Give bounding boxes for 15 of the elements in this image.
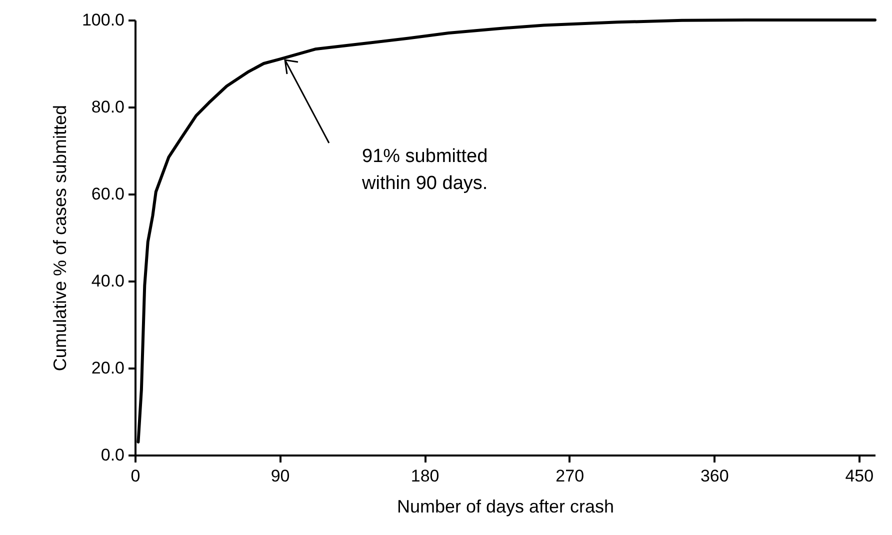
y-axis-title: Cumulative % of cases submitted	[50, 104, 70, 372]
y-tick-label: 0.0	[100, 446, 124, 464]
x-tick-label: 450	[845, 466, 874, 486]
x-axis-title: Number of days after crash	[396, 496, 614, 516]
y-tick-label: 40.0	[91, 272, 124, 290]
x-tick-label: 180	[410, 466, 440, 486]
x-tick-label: 270	[556, 466, 584, 486]
annotation: 91% submitted within 90 days.	[361, 146, 488, 194]
y-tick-label: 100.0	[82, 10, 124, 30]
x-tick-label: 360	[700, 466, 729, 486]
x-tick-label: 0	[130, 466, 140, 486]
x-tick-label: 90	[270, 466, 290, 486]
y-tick-label: 20.0	[91, 358, 124, 378]
y-tick-label: 60.0	[91, 184, 124, 204]
y-tick-label: 80.0	[91, 98, 124, 116]
